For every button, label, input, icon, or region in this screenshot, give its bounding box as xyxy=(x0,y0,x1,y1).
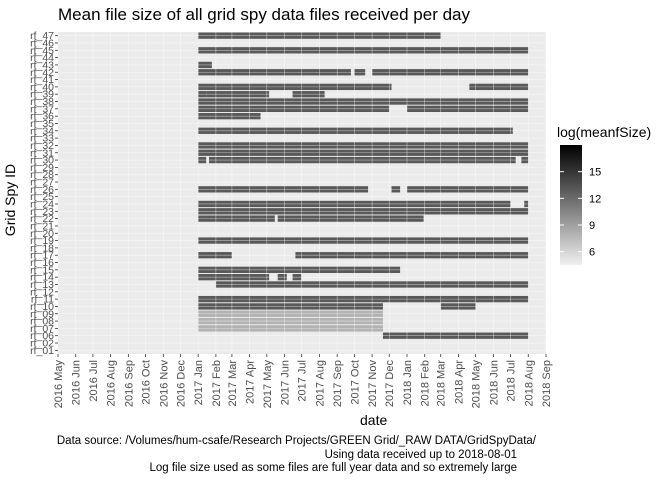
legend-tick-label: 9 xyxy=(589,220,595,232)
x-axis-title: date xyxy=(360,412,388,428)
x-tick-label: 2018 Apr xyxy=(453,360,465,404)
y-tick-label: rf_43 xyxy=(30,59,54,71)
legend-tick-label: 6 xyxy=(589,247,595,259)
chart-title: Mean file size of all grid spy data file… xyxy=(58,5,470,24)
x-tick-label: 2018 May xyxy=(471,360,483,409)
y-tick-label: rf_09 xyxy=(30,308,54,320)
y-tick-label: rf_31 xyxy=(30,147,54,159)
x-tick-label: 2017 Nov xyxy=(367,360,379,408)
x-tick-label: 2016 Oct xyxy=(141,360,153,405)
x-tick-label: 2017 Aug xyxy=(314,360,326,407)
y-tick-label: rf_24 xyxy=(30,198,54,210)
y-tick-label: rf_07 xyxy=(30,323,54,335)
y-tick-label: rf_20 xyxy=(30,228,54,240)
y-tick-label: rf_06 xyxy=(30,330,54,342)
y-tick-label: rf_39 xyxy=(30,89,54,101)
y-tick-label: rf_01 xyxy=(30,345,54,357)
y-tick-label: rf_13 xyxy=(30,279,54,291)
y-tick-label: rf_32 xyxy=(30,140,54,152)
y-tick-label: rf_10 xyxy=(30,301,54,313)
y-tick-label: rf_12 xyxy=(30,286,54,298)
y-tick-label: rf_18 xyxy=(30,242,54,254)
caption-note: Log file size used as some files are ful… xyxy=(149,462,517,474)
x-tick-label: 2018 Jun xyxy=(488,360,500,405)
y-tick-label: rf_42 xyxy=(30,67,54,79)
y-tick-label: rf_27 xyxy=(30,177,54,189)
y-tick-label: rf_33 xyxy=(30,133,54,145)
x-tick-label: 2017 Mar xyxy=(227,360,239,407)
caption-received: Using data received up to 2018-08-01 xyxy=(324,449,517,461)
y-tick-label: rf_29 xyxy=(30,162,54,174)
legend-title: log(meanfSize) xyxy=(557,124,652,140)
x-tick-label: 2017 Jun xyxy=(280,360,292,405)
y-tick-label: rf_46 xyxy=(30,37,54,49)
x-tick-label: 2017 Apr xyxy=(245,360,257,404)
x-tick-label: 2016 Dec xyxy=(175,360,187,408)
y-tick-label: rf_44 xyxy=(30,52,54,64)
legend-tick-label: 12 xyxy=(589,193,601,205)
y-tick-label: rf_15 xyxy=(30,264,54,276)
y-tick-label: rf_08 xyxy=(30,316,54,328)
x-tick-label: 2016 Jun xyxy=(71,360,83,405)
x-tick-label: 2018 Sep xyxy=(541,360,553,407)
y-tick-label: rf_28 xyxy=(30,169,54,181)
x-tick-label: 2018 Jan xyxy=(402,360,414,405)
y-tick-label: rf_11 xyxy=(31,294,54,306)
x-tick-label: 2017 Jul xyxy=(297,360,309,402)
y-tick-label: rf_45 xyxy=(30,45,54,57)
x-tick-label: 2017 Sep xyxy=(332,360,344,407)
y-tick-label: rf_35 xyxy=(30,118,54,130)
y-tick-label: rf_37 xyxy=(30,103,54,115)
x-tick-label: 2017 Dec xyxy=(384,360,396,408)
y-tick-label: rf_23 xyxy=(30,206,54,218)
y-tick-label: rf_21 xyxy=(30,220,54,232)
x-tick-label: 2017 May xyxy=(262,360,274,409)
x-tick-label: 2016 Sep xyxy=(123,360,135,407)
y-tick-label: rf_30 xyxy=(30,155,54,167)
y-tick-label: rf_16 xyxy=(30,257,54,269)
x-tick-label: 2017 Jan xyxy=(193,360,205,405)
y-tick-label: rf_25 xyxy=(30,191,54,203)
x-tick-label: 2017 Oct xyxy=(349,360,361,405)
x-tick-label: 2017 Feb xyxy=(211,360,223,406)
y-tick-label: rf_17 xyxy=(30,250,54,262)
y-tick-label: rf_36 xyxy=(30,111,54,123)
legend-colorbar xyxy=(560,145,582,265)
y-tick-label: rf_19 xyxy=(30,235,54,247)
x-tick-label: 2016 Nov xyxy=(158,360,170,408)
y-tick-label: rf_26 xyxy=(30,184,54,196)
y-tick-label: rf_38 xyxy=(30,96,54,108)
y-tick-label: rf_40 xyxy=(30,81,54,93)
caption-source: Data source: /Volumes/hum-csafe/Research… xyxy=(56,435,536,447)
y-tick-label: rf_34 xyxy=(30,125,54,137)
y-tick-label: rf_14 xyxy=(30,272,54,284)
y-tick-label: rf_22 xyxy=(30,213,54,225)
y-tick-label: rf_02 xyxy=(30,338,54,350)
legend-tick-label: 15 xyxy=(589,167,601,179)
x-tick-label: 2016 Aug xyxy=(106,360,118,407)
x-tick-label: 2016 May xyxy=(53,360,65,409)
x-tick-label: 2018 Aug xyxy=(523,360,535,407)
x-tick-label: 2016 Jul xyxy=(88,360,100,402)
y-tick-label: rf_47 xyxy=(30,30,54,42)
x-tick-label: 2018 Jul xyxy=(506,360,518,402)
x-tick-label: 2018 Mar xyxy=(436,360,448,407)
y-tick-label: rf_41 xyxy=(30,74,54,86)
x-tick-label: 2018 Feb xyxy=(420,360,432,406)
